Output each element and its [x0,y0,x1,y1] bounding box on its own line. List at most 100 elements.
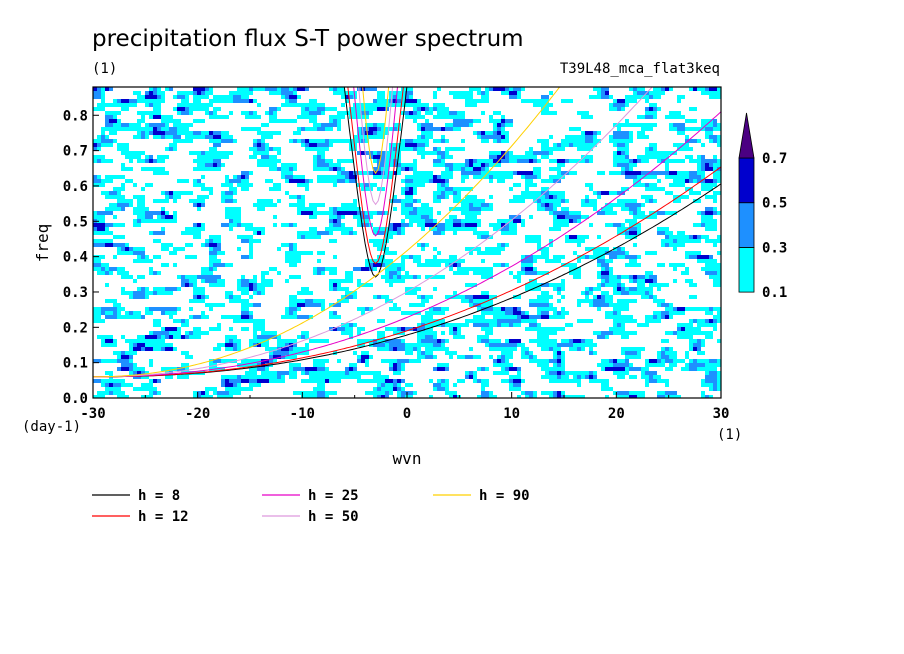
heatmap-cell [593,135,597,139]
heatmap-cell [173,211,177,215]
heatmap-cell [121,223,125,227]
heatmap-cell [477,235,481,239]
heatmap-cell [161,131,165,135]
heatmap-cell [565,371,569,375]
heatmap-cell [209,247,213,251]
heatmap-cell [409,215,413,219]
heatmap-cell [377,103,381,107]
heatmap-cell [501,323,505,327]
heatmap-cell [705,135,709,139]
heatmap-cell [209,363,213,367]
heatmap-cell [521,255,525,259]
heatmap-cell [629,199,633,203]
heatmap-cell [685,251,689,255]
heatmap-cell [497,343,501,347]
heatmap-cell [541,179,545,183]
heatmap-cell [461,223,465,227]
heatmap-cell [561,159,565,163]
heatmap-cell [621,335,625,339]
heatmap-cell [625,171,629,175]
heatmap-cell [161,287,165,291]
heatmap-cell [489,319,493,323]
heatmap-cell [169,243,173,247]
heatmap-cell [585,255,589,259]
heatmap-cell [469,103,473,107]
heatmap-cell [209,251,213,255]
heatmap-cell [421,183,425,187]
heatmap-cell [449,323,453,327]
heatmap-cell [473,131,477,135]
heatmap-cell [717,159,721,163]
heatmap-cell [601,263,605,267]
heatmap-cell [113,351,117,355]
heatmap-cell [369,187,373,191]
heatmap-cell [229,291,233,295]
heatmap-cell [209,103,213,107]
heatmap-cell [293,95,297,99]
heatmap-cell [261,135,265,139]
heatmap-cell [181,111,185,115]
heatmap-cell [141,167,145,171]
heatmap-cell [665,303,669,307]
heatmap-cell [465,171,469,175]
heatmap-cell [361,219,365,223]
heatmap-cell [617,163,621,167]
heatmap-cell [453,259,457,263]
heatmap-cell [673,115,677,119]
heatmap-cell [569,343,573,347]
heatmap-cell [301,235,305,239]
heatmap-cell [653,299,657,303]
heatmap-cell [309,119,313,123]
heatmap-cell [117,195,121,199]
heatmap-cell [353,199,357,203]
heatmap-cell [133,211,137,215]
heatmap-cell [537,103,541,107]
heatmap-cell [617,99,621,103]
heatmap-cell [357,371,361,375]
heatmap-cell [121,187,125,191]
heatmap-cell [709,267,713,271]
heatmap-cell [253,379,257,383]
heatmap-cell [557,363,561,367]
heatmap-cell [165,291,169,295]
heatmap-cell [109,339,113,343]
heatmap-cell [221,199,225,203]
heatmap-cell [541,291,545,295]
heatmap-cell [157,159,161,163]
heatmap-cell [325,379,329,383]
heatmap-cell [505,343,509,347]
heatmap-cell [109,111,113,115]
heatmap-cell [309,375,313,379]
heatmap-cell [453,191,457,195]
heatmap-cell [113,343,117,347]
heatmap-cell [545,143,549,147]
heatmap-cell [641,291,645,295]
heatmap-cell [241,235,245,239]
heatmap-cell [421,343,425,347]
heatmap-cell [157,219,161,223]
heatmap-cell [129,199,133,203]
heatmap-cell [245,363,249,367]
heatmap-cell [277,167,281,171]
heatmap-cell [421,155,425,159]
heatmap-cell [641,183,645,187]
heatmap-cell [637,355,641,359]
heatmap-cell [401,343,405,347]
heatmap-cell [597,87,601,91]
heatmap-cell [213,275,217,279]
heatmap-cell [109,343,113,347]
heatmap-cell [241,239,245,243]
heatmap-cell [481,171,485,175]
heatmap-cell [117,147,121,151]
heatmap-cell [133,151,137,155]
heatmap-cell [625,119,629,123]
heatmap-cell [217,107,221,111]
heatmap-cell [517,339,521,343]
heatmap-cell [689,235,693,239]
heatmap-cell [193,283,197,287]
heatmap-cell [317,151,321,155]
heatmap-cell [141,135,145,139]
heatmap-cell [305,183,309,187]
heatmap-cell [213,279,217,283]
heatmap-cell [161,167,165,171]
